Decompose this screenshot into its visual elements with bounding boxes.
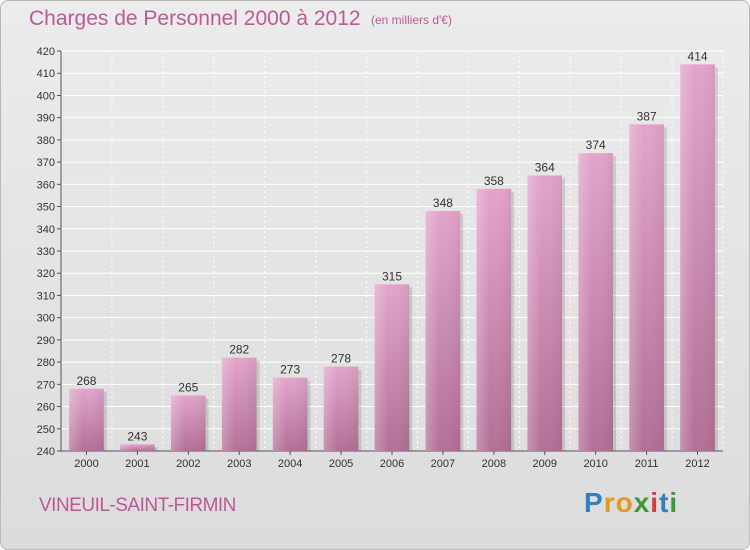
data-label: 348	[433, 196, 453, 210]
x-tick-label: 2008	[482, 458, 506, 470]
bar-highlight	[527, 175, 563, 451]
bar-2008	[476, 188, 515, 451]
bar-2010	[578, 153, 617, 451]
bar-2007	[425, 211, 464, 451]
x-tick-label: 2001	[125, 458, 149, 470]
data-label: 387	[637, 109, 657, 123]
data-label: 243	[127, 429, 147, 443]
data-label: 374	[586, 138, 606, 152]
x-tick-label: 2004	[278, 458, 302, 470]
bars	[69, 64, 718, 452]
bar-2005	[323, 366, 362, 451]
y-tick-label: 340	[37, 224, 55, 236]
y-tick-label: 310	[37, 290, 55, 302]
y-tick-label: 350	[37, 202, 55, 214]
data-label: 358	[484, 174, 504, 188]
city-name: VINEUIL-SAINT-FIRMIN	[39, 495, 236, 516]
bar-highlight	[425, 211, 461, 451]
x-tick-label: 2005	[329, 458, 353, 470]
y-tick-label: 380	[37, 135, 55, 147]
data-label: 268	[76, 374, 96, 388]
y-tick-label: 280	[37, 357, 55, 369]
y-tick-label: 370	[37, 157, 55, 169]
x-tick-label: 2012	[685, 458, 709, 470]
x-tick-label: 2002	[176, 458, 200, 470]
bar-highlight	[629, 124, 664, 451]
bar-highlight	[221, 357, 257, 451]
bar-2011	[629, 124, 667, 451]
x-tick-label: 2000	[74, 458, 98, 470]
logo-letter: x	[633, 487, 651, 518]
y-tick-label: 330	[37, 246, 55, 258]
bar-2000	[69, 388, 107, 451]
logo-letter: r	[603, 487, 616, 518]
x-tick-label: 2003	[227, 458, 251, 470]
data-label: 273	[280, 363, 300, 377]
y-tick-label: 390	[37, 113, 55, 125]
bar-2002	[170, 395, 209, 451]
y-tick-label: 270	[37, 379, 55, 391]
x-tick-label: 2010	[583, 458, 607, 470]
y-tick-label: 320	[37, 268, 55, 280]
data-labels: 268 243 265 282 273 278 315 348 358 364 374 387 414	[76, 49, 707, 443]
x-tick-label: 2011	[635, 458, 659, 470]
chart-title: Charges de Personnel 2000 à 2012	[29, 7, 361, 30]
data-label: 364	[535, 160, 555, 174]
bar-highlight	[272, 377, 308, 451]
logo-letter: P	[584, 487, 604, 518]
data-label: 265	[178, 380, 198, 394]
x-tick-label: 2009	[533, 458, 557, 470]
proxiti-logo: Proxiti	[584, 487, 678, 519]
logo-letter: i	[650, 487, 660, 518]
bar-highlight	[170, 395, 206, 451]
data-label: 282	[229, 343, 249, 357]
bar-2004	[272, 377, 311, 451]
y-tick-label: 410	[37, 68, 55, 80]
x-tick-label: 2007	[431, 458, 455, 470]
bar-2012	[680, 64, 718, 452]
y-tick-label: 240	[37, 446, 55, 458]
bar-2009	[527, 175, 566, 451]
y-tick-label: 250	[37, 424, 55, 436]
bar-2003	[221, 357, 260, 451]
bar-highlight	[323, 366, 359, 451]
y-tick-label: 360	[37, 179, 55, 191]
bar-highlight	[476, 188, 512, 451]
chart-subtitle: (en milliers d'€)	[371, 13, 452, 27]
bar-highlight	[578, 153, 614, 451]
bar-highlight	[69, 388, 104, 451]
bar-highlight	[120, 444, 155, 451]
y-tick-label: 290	[37, 335, 55, 347]
data-label: 414	[688, 49, 708, 63]
bar-highlight	[374, 284, 410, 451]
y-tick-label: 420	[37, 46, 55, 58]
y-tick-label: 400	[37, 90, 55, 102]
data-label: 278	[331, 352, 351, 366]
x-tick-label: 2006	[380, 458, 404, 470]
logo-letter: t	[659, 487, 670, 518]
bar-2001	[120, 444, 158, 451]
y-tick-label: 300	[37, 313, 55, 325]
data-label: 315	[382, 269, 402, 283]
logo-letter: i	[669, 487, 679, 518]
logo-letter: o	[615, 487, 634, 518]
y-tick-label: 260	[37, 402, 55, 414]
bar-2006	[374, 284, 413, 451]
bar-highlight	[680, 64, 715, 452]
